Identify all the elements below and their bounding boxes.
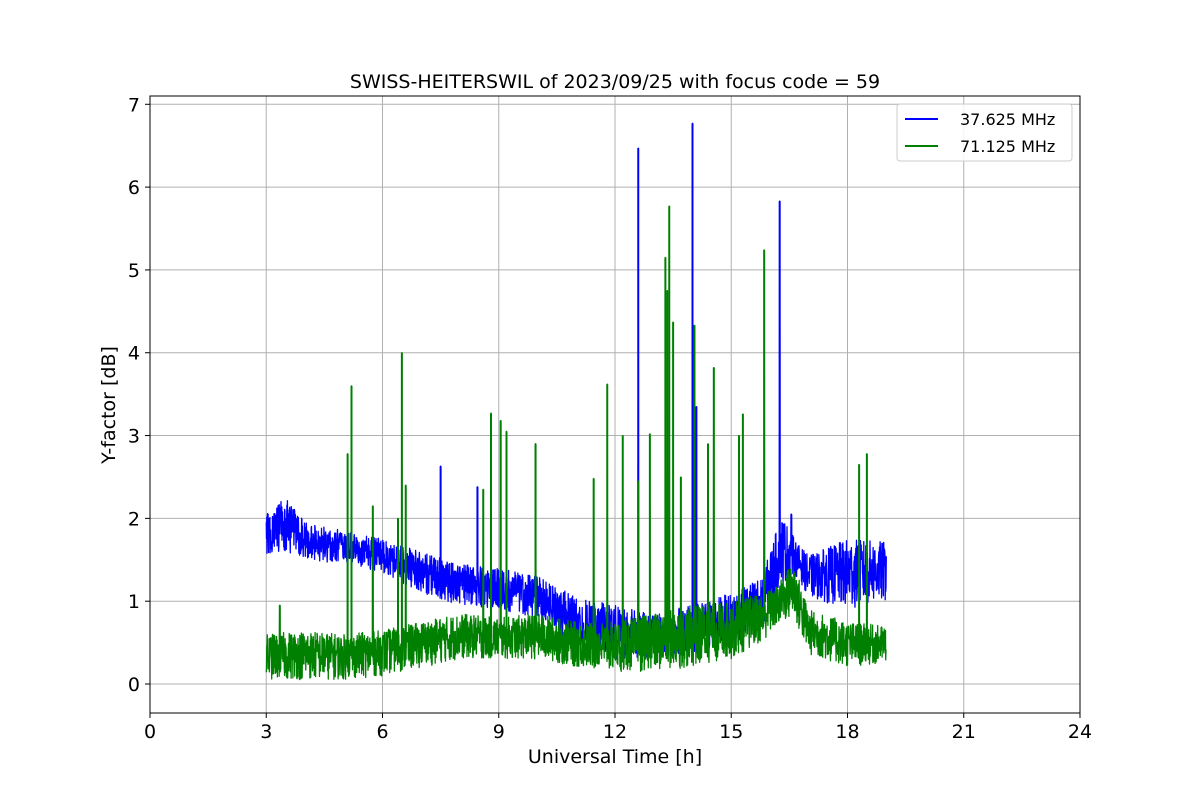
legend-label-37-mhz: 37.625 MHz (960, 110, 1055, 129)
y-tick-label: 3 (128, 426, 140, 448)
legend-label-71-mhz: 71.125 MHz (960, 137, 1055, 156)
x-tick-label: 0 (144, 721, 156, 743)
x-tick-label: 9 (493, 721, 505, 743)
plot-area (265, 122, 887, 681)
y-tick-label: 4 (128, 343, 140, 365)
series-line-71-mhz (265, 205, 887, 681)
x-tick-label: 24 (1068, 721, 1092, 743)
x-tick-label: 3 (260, 721, 272, 743)
x-tick-label: 12 (603, 721, 627, 743)
x-tick-label: 18 (835, 721, 859, 743)
x-axis: 0 3 6 9 12 15 18 21 24 (144, 713, 1092, 743)
y-tick-label: 0 (128, 674, 140, 696)
x-tick-label: 21 (952, 721, 976, 743)
y-tick-label: 6 (128, 177, 140, 199)
chart-title: SWISS-HEITERSWIL of 2023/09/25 with focu… (350, 71, 880, 93)
y-tick-label: 1 (128, 591, 140, 613)
y-tick-label: 7 (128, 94, 140, 116)
x-axis-label: Universal Time [h] (528, 746, 702, 768)
y-tick-label: 5 (128, 260, 140, 282)
x-tick-label: 6 (376, 721, 388, 743)
y-axis: 0 1 2 3 4 5 6 7 (128, 94, 150, 696)
legend-box (896, 103, 1073, 162)
legend: 37.625 MHz 71.125 MHz (896, 103, 1073, 162)
y-tick-label: 2 (128, 508, 140, 530)
y-axis-label: Y-factor [dB] (98, 346, 120, 465)
x-tick-label: 15 (719, 721, 743, 743)
